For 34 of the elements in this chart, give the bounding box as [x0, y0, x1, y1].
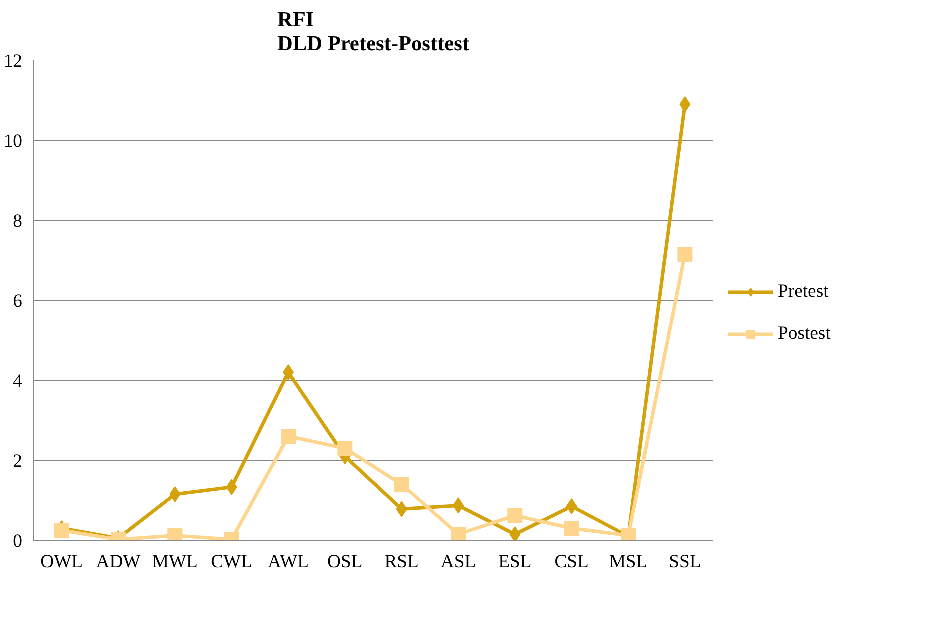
y-tick-label: 0	[13, 531, 22, 552]
point	[566, 498, 578, 514]
x-tick-label: OSL	[328, 552, 363, 572]
legend-label: Postest	[778, 322, 831, 344]
y-tick-label: 4	[13, 371, 24, 392]
x-tick-label: CWL	[211, 552, 253, 572]
x-tick-label: RSL	[384, 552, 419, 572]
point	[678, 247, 693, 262]
chart-title: RFI DLD Pretest-Posttest	[277, 8, 470, 56]
point	[508, 508, 523, 524]
point	[54, 523, 70, 538]
x-tick-label: ASL	[440, 552, 476, 572]
point	[394, 477, 410, 492]
x-tick-label: SSL	[669, 552, 702, 572]
point	[680, 96, 691, 112]
point	[338, 441, 353, 456]
point	[564, 521, 580, 536]
point	[510, 526, 521, 540]
y-tick-label: 2	[13, 451, 22, 472]
point	[281, 429, 296, 444]
x-tick-label: CSL	[554, 552, 589, 572]
y-tick-label: 12	[4, 51, 22, 72]
x-tick-label: MSL	[609, 552, 648, 572]
y-tick-label: 10	[4, 131, 22, 152]
y-tick-label: 8	[13, 211, 22, 232]
x-tick-label: MWL	[152, 552, 198, 572]
x-tick-label: ADW	[96, 552, 142, 572]
x-tick-label: AWL	[268, 552, 309, 572]
x-tick-label: ESL	[498, 552, 532, 572]
point	[170, 486, 181, 502]
y-tick-label: 6	[13, 291, 22, 312]
point	[451, 527, 466, 540]
x-tick-label: OWL	[40, 552, 84, 572]
legend-label: Pretest	[778, 280, 829, 302]
